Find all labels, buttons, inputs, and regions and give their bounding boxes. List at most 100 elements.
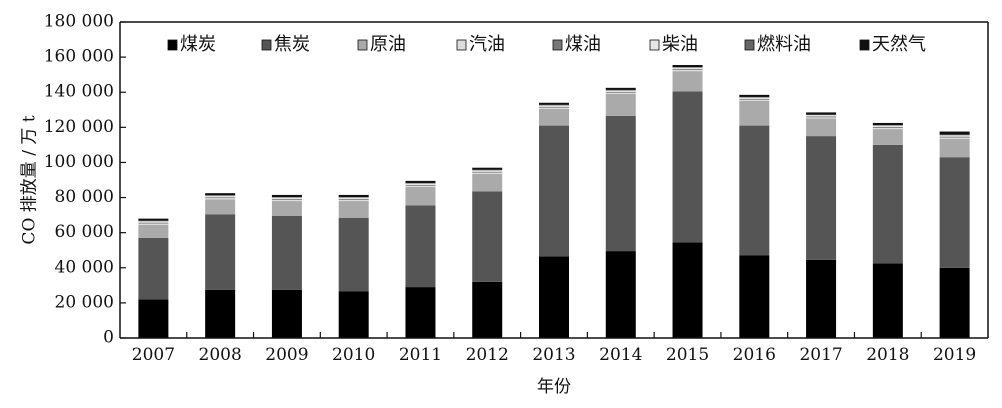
bar-segment	[205, 198, 236, 200]
bar-segment	[672, 69, 703, 72]
axes-layer	[119, 21, 989, 339]
bar-segment	[138, 224, 169, 238]
bar-segment	[806, 136, 837, 260]
bar-segment	[739, 99, 770, 101]
bar-segment	[806, 259, 837, 338]
bar-segment	[672, 69, 703, 70]
y-axis-title: CO 排放量 / 万 t	[20, 115, 40, 244]
y-tick-label: 20 000	[55, 292, 114, 312]
y-tick-label: 40 000	[55, 257, 114, 277]
bar-segment	[138, 218, 169, 221]
bar-segment	[405, 184, 436, 186]
bar-segment	[806, 118, 837, 137]
bar-segment	[872, 144, 903, 264]
bar-segment	[338, 198, 369, 200]
bar-segment	[271, 197, 302, 198]
bar-segment	[138, 299, 169, 338]
bar-segment	[806, 112, 837, 115]
bar-segment	[739, 255, 770, 338]
legend-label: 汽油	[469, 34, 505, 55]
bar-segment	[939, 138, 970, 158]
bar-segment	[939, 267, 970, 338]
bar-segment	[605, 87, 636, 90]
bar-segment	[205, 289, 236, 338]
y-tick-label: 180 000	[44, 12, 114, 32]
bar-segment	[605, 93, 636, 116]
y-tick-label: 160 000	[44, 47, 114, 67]
legend-swatch	[456, 39, 467, 51]
x-tick-label: 2014	[599, 345, 642, 365]
bar-segment	[205, 214, 236, 290]
x-tick-label: 2009	[265, 345, 308, 365]
legend-swatch	[649, 39, 660, 51]
bar-segment	[605, 251, 636, 338]
x-tick-label: 2019	[933, 345, 976, 365]
x-axis-title: 年份	[537, 377, 571, 397]
bar-segment	[539, 108, 569, 126]
y-tick-label: 0	[103, 328, 114, 348]
bar-segment	[739, 97, 770, 99]
bar-segment	[739, 94, 770, 97]
x-tick-label: 2018	[866, 345, 909, 365]
bar-segment	[539, 104, 569, 106]
y-tick-label: 60 000	[55, 222, 114, 242]
bar-segment	[472, 172, 503, 174]
bar-segment	[539, 106, 569, 108]
bar-segment	[539, 107, 569, 109]
bar-segment	[605, 92, 636, 94]
bar-segment	[872, 263, 903, 338]
legend-label: 燃料油	[757, 34, 811, 55]
bar-segment	[539, 256, 569, 338]
legend-swatch	[357, 39, 368, 51]
bar-segment	[939, 137, 970, 139]
x-tick-label: 2012	[466, 345, 509, 365]
bar-segment	[539, 125, 569, 257]
bar-segment	[271, 198, 302, 200]
x-ticks: 2007 2008 2009 2010 2011 2012 2013 2014 2015 2016…	[132, 332, 976, 365]
bar-segment	[138, 222, 169, 224]
bar-segment	[205, 195, 236, 198]
bar-segment	[405, 183, 436, 185]
bar-segment	[605, 90, 636, 92]
bar-segment	[138, 237, 169, 300]
bars-layer	[138, 65, 970, 338]
bar-segment	[872, 127, 903, 130]
x-tick-label: 2008	[199, 345, 242, 365]
bar-segment	[472, 167, 503, 170]
bar-segment	[472, 191, 503, 282]
x-tick-label: 2016	[733, 345, 776, 365]
bar-segment	[939, 131, 970, 135]
y-tick-label: 140 000	[44, 82, 114, 102]
bar-segment	[739, 101, 770, 126]
bar-segment	[472, 173, 503, 192]
bar-segment	[872, 125, 903, 127]
bar-segment	[939, 136, 970, 138]
bar-segment	[405, 185, 436, 188]
bar-segment	[472, 281, 503, 338]
bar-segment	[338, 199, 369, 202]
legend-swatch	[167, 39, 178, 51]
bar-segment	[338, 217, 369, 292]
bar-segment	[271, 215, 302, 290]
bar-segment	[672, 71, 703, 92]
bar-segment	[872, 125, 903, 126]
y-tick-label: 100 000	[44, 152, 114, 172]
bar-segment	[338, 197, 369, 198]
bar-segment	[605, 89, 636, 91]
legend-label: 柴油	[662, 34, 698, 55]
legend: 煤炭 焦炭 原油 汽油 煤油 柴油 燃料油 天然气	[167, 34, 926, 55]
legend-swatch	[261, 39, 272, 51]
legend-label: 天然气	[872, 34, 926, 55]
legend-swatch	[552, 39, 563, 51]
bar-segment	[338, 291, 369, 338]
bar-segment	[939, 135, 970, 137]
bar-segment	[539, 102, 569, 105]
bar-segment	[472, 171, 503, 173]
bar-segment	[672, 67, 703, 68]
y-tick-label: 120 000	[44, 117, 114, 137]
bar-segment	[338, 201, 369, 218]
y-tick-label: 80 000	[55, 187, 114, 207]
y-ticks: 0 20 000 40 000 60 000 80 000 100 000 120 000 1…	[44, 12, 126, 348]
